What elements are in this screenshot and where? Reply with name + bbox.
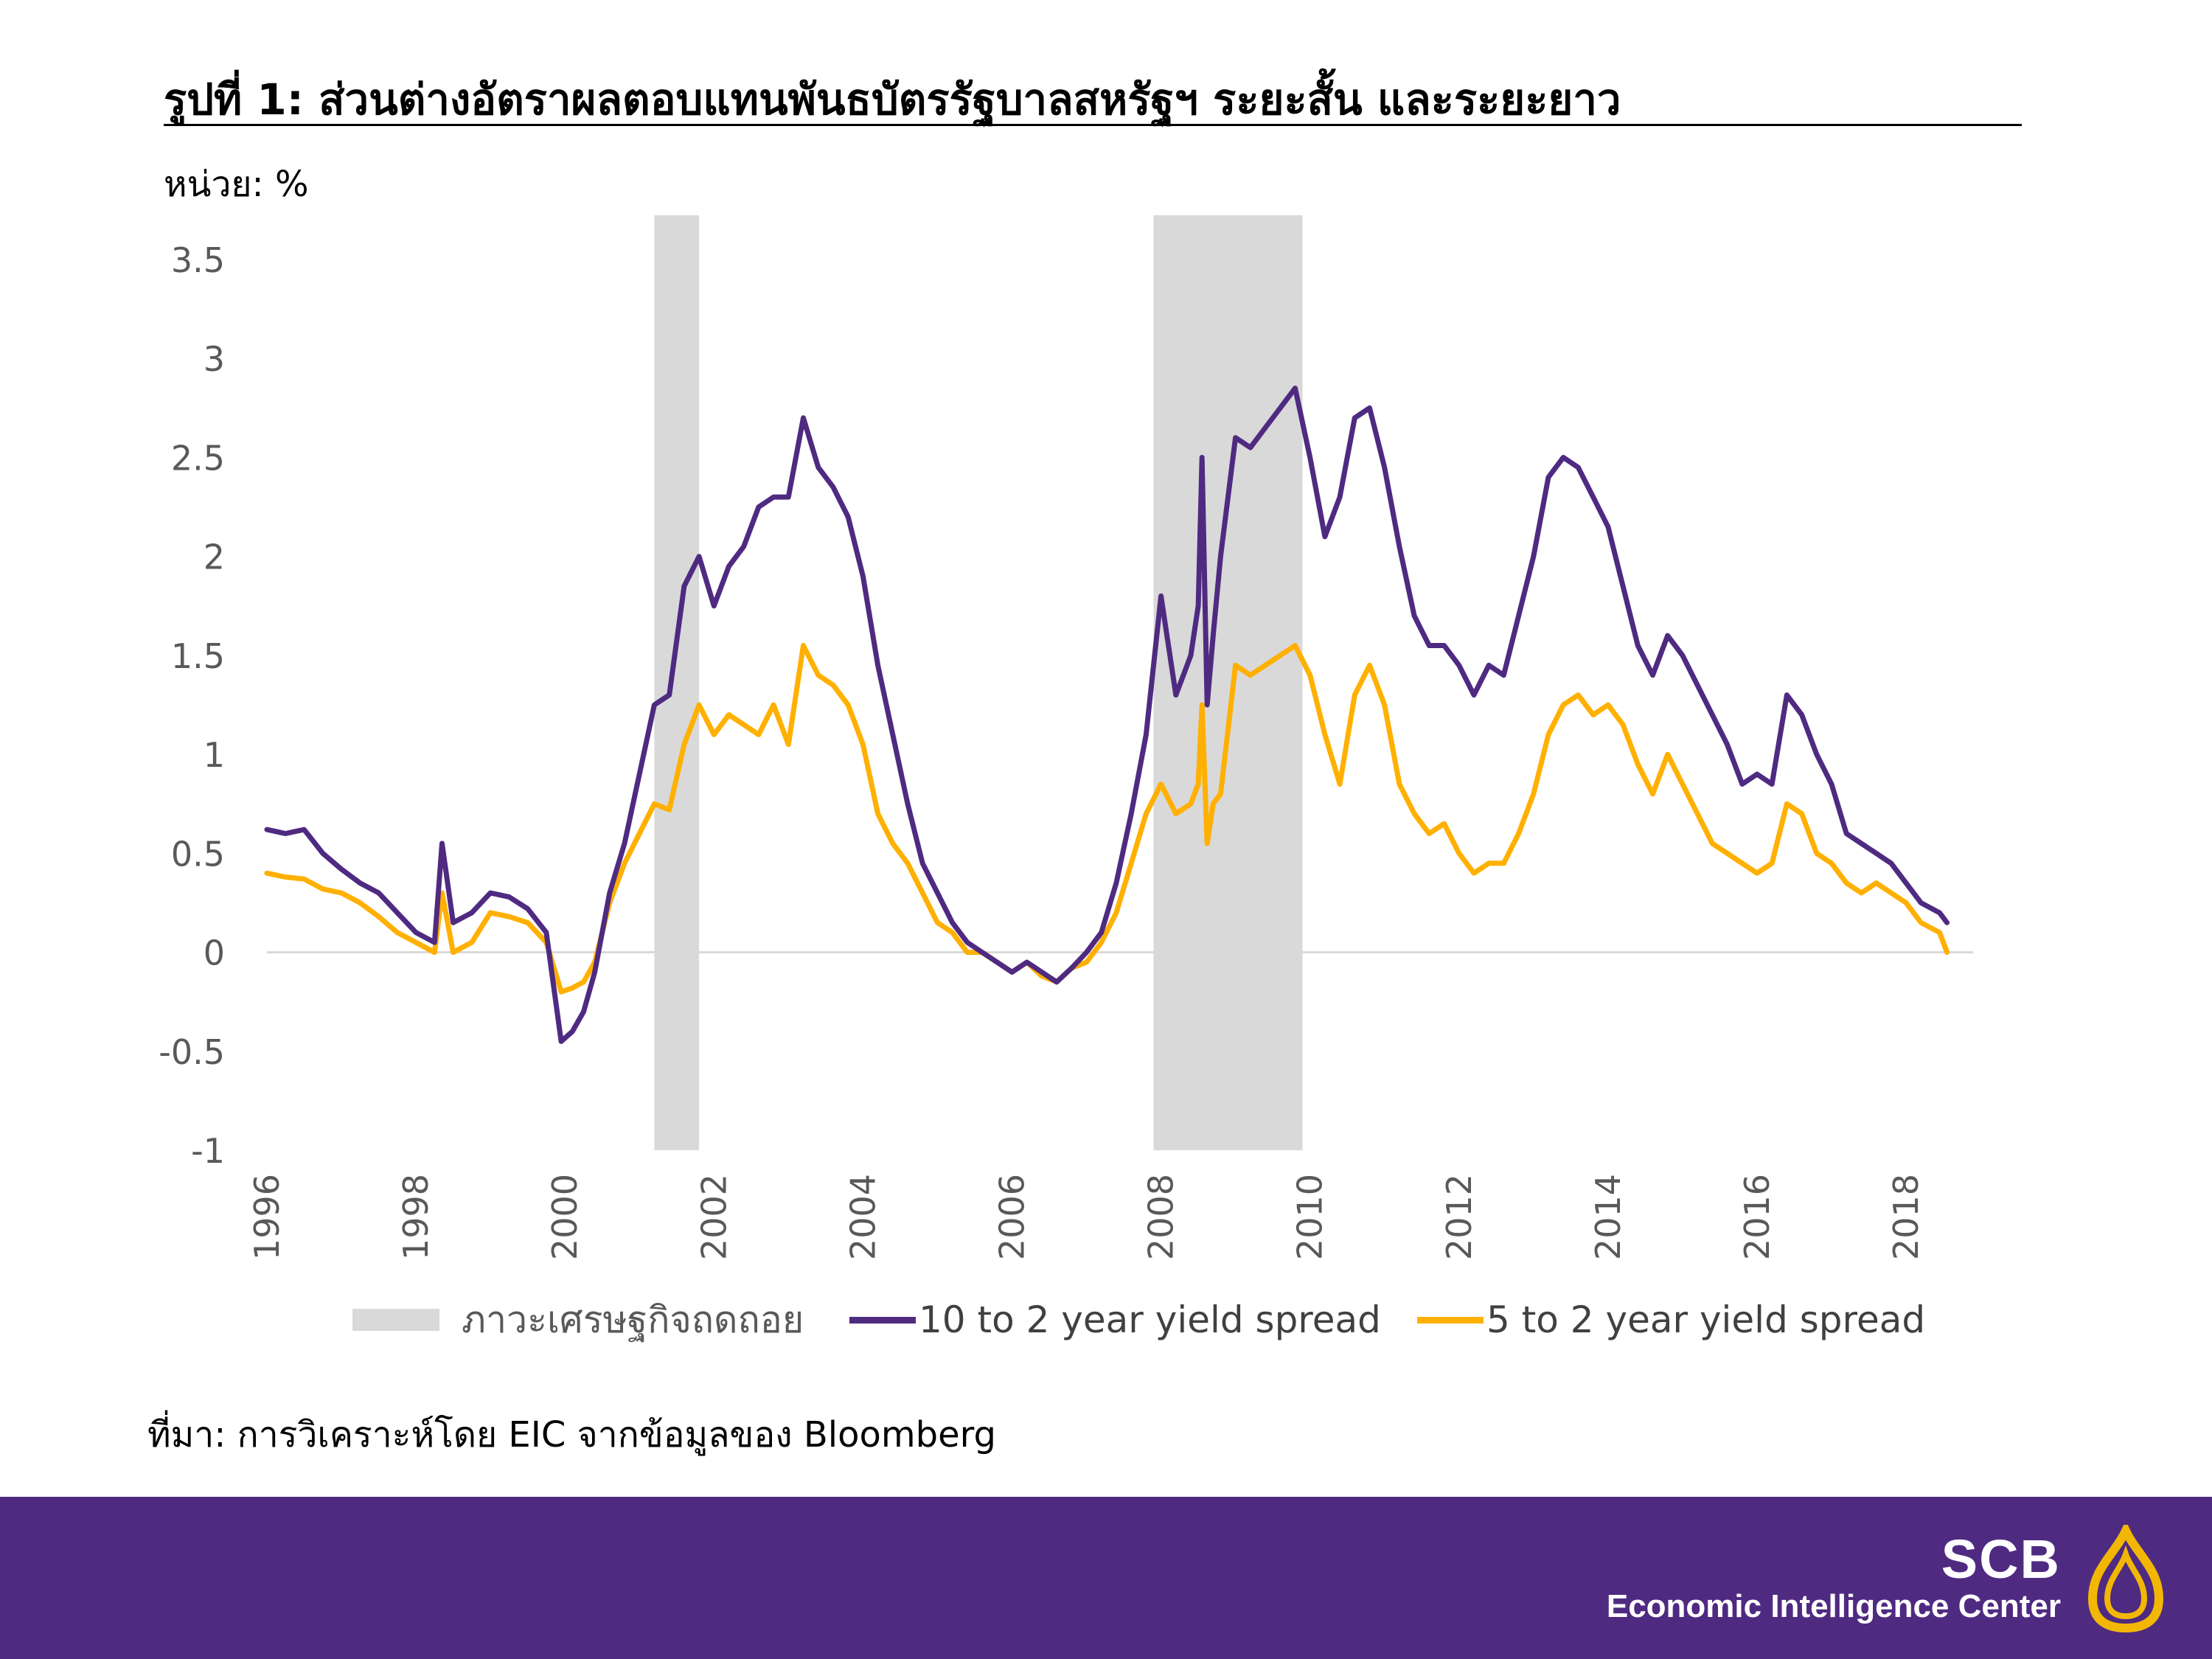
x-tick-label: 2012 [1439, 1174, 1479, 1260]
y-tick-label: 0 [204, 933, 225, 973]
source-note: ที่มา: การวิเคราะห์โดย EIC จากข้อมูลของ … [147, 1414, 996, 1455]
footer-bar: SCB Economic Intelligence Center [0, 1497, 2212, 1659]
legend-10-2-label: 10 to 2 year yield spread [919, 1298, 1381, 1341]
x-tick-label: 2004 [843, 1174, 883, 1260]
recession-band-0 [654, 215, 700, 1150]
legend-10-2: 10 to 2 year yield spread [849, 1294, 1381, 1346]
y-tick-label: -1 [191, 1131, 225, 1171]
brand-subtitle: Economic Intelligence Center [1606, 1588, 2061, 1624]
scb-house-icon [2087, 1525, 2164, 1633]
y-tick-label: 1 [204, 735, 225, 775]
y-tick-label: 3.5 [171, 240, 225, 280]
legend-5-2-label: 5 to 2 year yield spread [1486, 1298, 1926, 1341]
x-tick-label: 2000 [545, 1174, 585, 1260]
y-tick-label: 2.5 [171, 438, 225, 478]
legend-recession-swatch [352, 1309, 439, 1331]
x-tick-label: 1996 [247, 1174, 287, 1260]
series-line-5-2 [264, 643, 1950, 995]
yield-spread-chart: 3.5 3 2.5 2 1.5 1 0.5 0 -0.5 -1 1996 1998 2000 2002 2… [159, 215, 1973, 1260]
legend-5-2: 5 to 2 year yield spread [1417, 1294, 1925, 1346]
y-unit-label: หน่วย: % [164, 164, 309, 205]
legend-10-2-swatch [849, 1316, 916, 1324]
y-tick-label: 3 [204, 339, 225, 379]
y-tick-label: 0.5 [171, 834, 225, 874]
brand-name: SCB [1941, 1528, 2061, 1590]
y-tick-label: -0.5 [159, 1032, 225, 1072]
x-tick-label: 2016 [1737, 1174, 1777, 1260]
y-tick-label: 1.5 [171, 636, 225, 676]
title-divider [164, 124, 2022, 126]
legend-5-2-swatch [1417, 1316, 1484, 1324]
x-tick-label: 2006 [992, 1174, 1032, 1260]
x-tick-label: 2010 [1290, 1174, 1330, 1260]
page-title: รูปที่ 1: ส่วนต่างอัตราผลตอบแทนพันธบัตรร… [164, 74, 1621, 125]
x-tick-label: 2002 [694, 1174, 734, 1260]
x-tick-label: 2008 [1141, 1174, 1181, 1260]
legend-recession: ภาวะเศรษฐกิจถดถอย [352, 1294, 804, 1346]
x-tick-label: 2018 [1886, 1174, 1926, 1260]
x-tick-label: 1998 [396, 1174, 436, 1260]
y-tick-label: 2 [204, 538, 225, 577]
x-tick-label: 2014 [1588, 1174, 1628, 1260]
legend-recession-label: ภาวะเศรษฐกิจถดถอย [462, 1298, 804, 1341]
series-line-10-2 [264, 386, 1950, 1044]
